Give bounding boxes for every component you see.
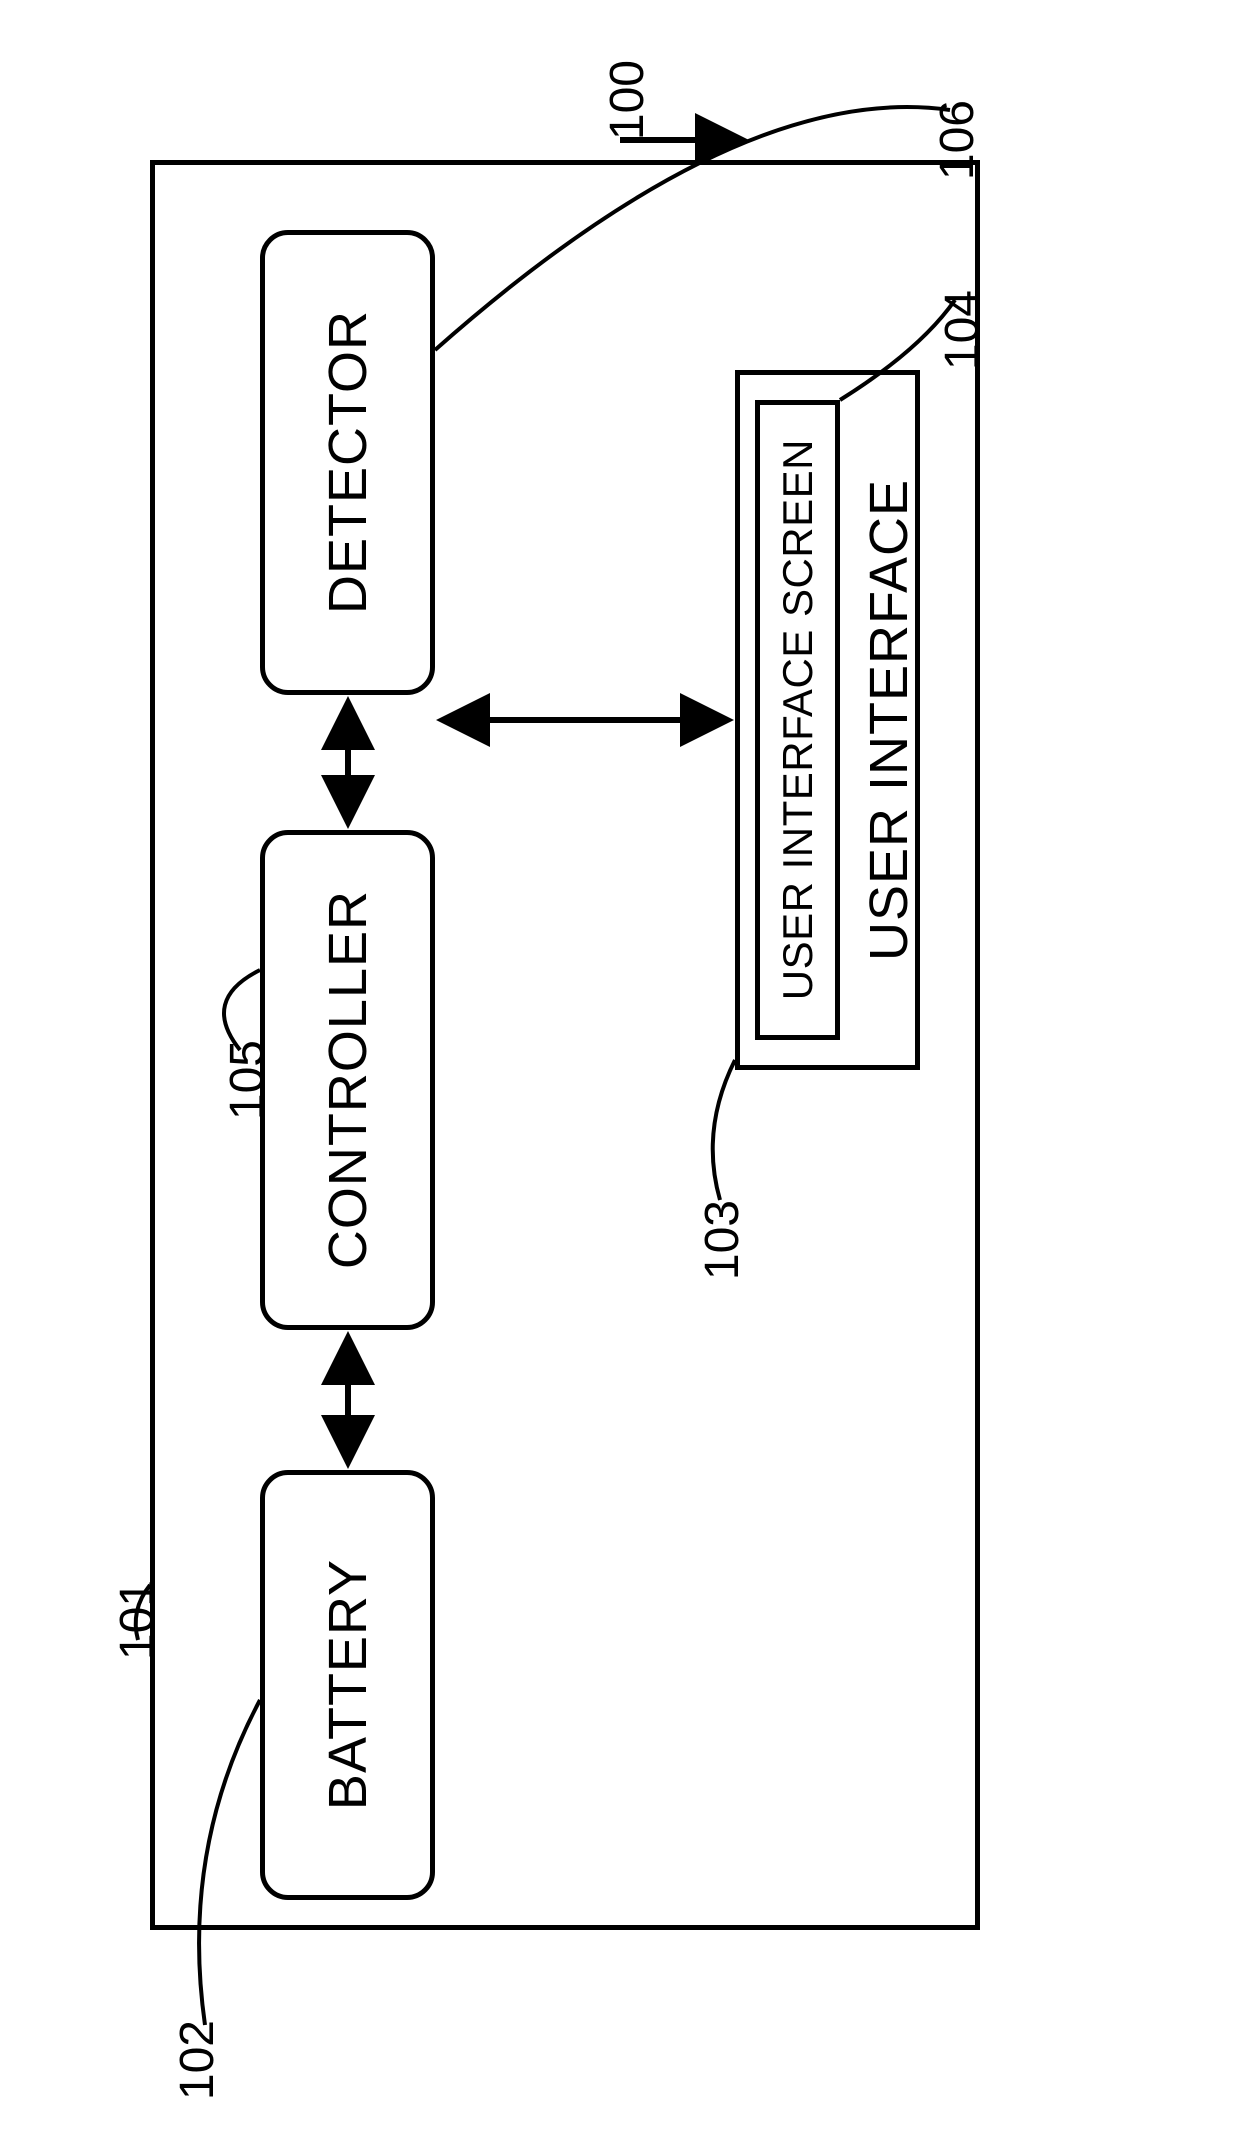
connector-layer: [0, 0, 1240, 2141]
leader-101: [136, 1585, 150, 1640]
diagram-stage: USER INTERFACE USER INTERFACE SCREEN BAT…: [0, 0, 1240, 2141]
leader-102: [199, 1700, 260, 2025]
leader-103: [713, 1060, 735, 1200]
leader-106: [435, 107, 950, 350]
leader-105: [224, 970, 260, 1050]
leader-104: [840, 300, 955, 400]
